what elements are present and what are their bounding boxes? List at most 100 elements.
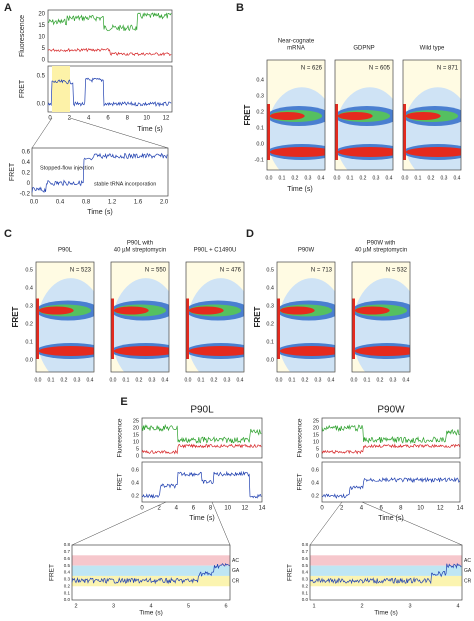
y-tick-label: -0.1 xyxy=(255,157,264,163)
injection-band xyxy=(111,298,114,359)
x-tick-label: 0 xyxy=(320,506,324,512)
y-tick-label: 0.4 xyxy=(64,570,71,575)
heatmap-title: P90W with xyxy=(367,241,396,247)
heatmap xyxy=(186,262,244,372)
density xyxy=(267,87,325,170)
y-tick-label: 0.1 xyxy=(302,590,309,595)
plot-frame xyxy=(351,261,411,373)
x-tick-label: 2 xyxy=(360,603,363,609)
plot-frame xyxy=(309,544,463,601)
heatmap-title: P90W xyxy=(298,248,315,254)
state-label: AC xyxy=(232,558,239,564)
label: Fluorescence xyxy=(19,15,26,57)
state-band xyxy=(310,555,462,566)
y-tick-label: 5 xyxy=(316,446,319,452)
plot-frame xyxy=(334,59,394,171)
highlight xyxy=(52,66,70,112)
x-tick-label: 6 xyxy=(379,506,383,512)
injection-band xyxy=(352,298,355,359)
label: Fluorescence xyxy=(297,418,304,457)
y-tick-label: 0.2 xyxy=(64,583,71,588)
x-tick-label: 0.4 xyxy=(162,377,169,383)
density xyxy=(403,87,461,170)
plot-frame xyxy=(31,147,169,197)
trace xyxy=(47,47,172,57)
x-tick-label: 2 xyxy=(157,506,161,512)
label: FRET xyxy=(117,473,124,490)
x-tick-label: 6 xyxy=(224,603,227,609)
density xyxy=(113,306,149,315)
n-count: N = 476 xyxy=(220,268,242,274)
x-tick-label: 0.3 xyxy=(441,175,448,181)
density xyxy=(337,147,393,157)
y-tick-label: 0.8 xyxy=(64,542,71,547)
y-tick-label: 0.5 xyxy=(266,267,274,273)
heatmap-title: P90L xyxy=(58,248,73,254)
label: Fluorescence xyxy=(117,418,124,457)
panel-label: D xyxy=(246,228,254,240)
heatmap xyxy=(403,60,461,170)
x-tick-label: 0.2 xyxy=(377,377,384,383)
x-tick-label: 4 xyxy=(149,603,152,609)
n-count: N = 713 xyxy=(311,268,333,274)
density xyxy=(269,147,325,157)
heatmap xyxy=(111,262,169,372)
trace xyxy=(141,443,262,455)
x-tick-label: 1.2 xyxy=(108,200,117,206)
state-label: AC xyxy=(464,558,471,564)
y-tick-label: 0.6 xyxy=(22,150,31,156)
heatmap xyxy=(335,60,393,170)
y-tick-label: 0.5 xyxy=(25,267,33,273)
label: Time (s) xyxy=(87,209,112,216)
density xyxy=(186,278,244,372)
density xyxy=(352,278,410,372)
plot-frame xyxy=(71,544,231,601)
x-tick-label: 0.4 xyxy=(87,377,94,383)
x-tick-label: 0.1 xyxy=(289,377,296,383)
density xyxy=(337,112,373,120)
panel-label: E xyxy=(120,396,127,408)
plot-frame xyxy=(110,261,170,373)
y-tick-label: 0.7 xyxy=(302,549,309,554)
density xyxy=(113,346,169,356)
x-tick-label: 0.3 xyxy=(305,175,312,181)
y-tick-label: 20 xyxy=(38,12,45,18)
y-tick-label: 20 xyxy=(313,425,319,431)
trace xyxy=(141,470,262,499)
x-tick-label: 0.3 xyxy=(390,377,397,383)
injection-band xyxy=(186,298,189,359)
x-tick-label: 0.4 xyxy=(318,175,325,181)
x-tick-label: 0.2 xyxy=(360,175,367,181)
label: FRET xyxy=(19,79,26,98)
x-tick-label: 6 xyxy=(192,506,196,512)
heatmap-title: P90L with xyxy=(127,241,153,247)
x-tick-label: 4 xyxy=(87,116,91,122)
n-count: N = 626 xyxy=(301,66,323,72)
state-band xyxy=(310,575,462,587)
trace xyxy=(141,423,262,444)
y-tick-label: 20 xyxy=(133,425,139,431)
y-tick-label: 0.6 xyxy=(64,556,71,561)
y-tick-label: 15 xyxy=(313,432,319,438)
trace xyxy=(321,443,460,455)
y-tick-label: 0.6 xyxy=(302,556,309,561)
x-tick-label: 10 xyxy=(224,506,231,512)
annotation: stable tRNA incorporation xyxy=(94,181,156,187)
x-tick-label: 0.0 xyxy=(266,175,273,181)
heatmap xyxy=(352,262,410,372)
label: FRET xyxy=(11,306,20,327)
x-tick-label: 14 xyxy=(259,506,266,512)
y-tick-label: 0.0 xyxy=(64,597,71,602)
heatmap-title: mRNA xyxy=(287,46,305,52)
heatmap-title: 40 µM streptomycin xyxy=(355,248,407,254)
trace xyxy=(321,476,460,499)
y-tick-label: 0.4 xyxy=(256,77,264,83)
panel-label: B xyxy=(236,2,244,14)
trace xyxy=(321,424,460,444)
y-tick-label: 0.2 xyxy=(311,493,319,499)
trace xyxy=(71,563,230,585)
x-tick-label: 2 xyxy=(68,116,72,122)
x-tick-label: 14 xyxy=(457,506,464,512)
density xyxy=(111,278,169,372)
density xyxy=(277,278,335,372)
